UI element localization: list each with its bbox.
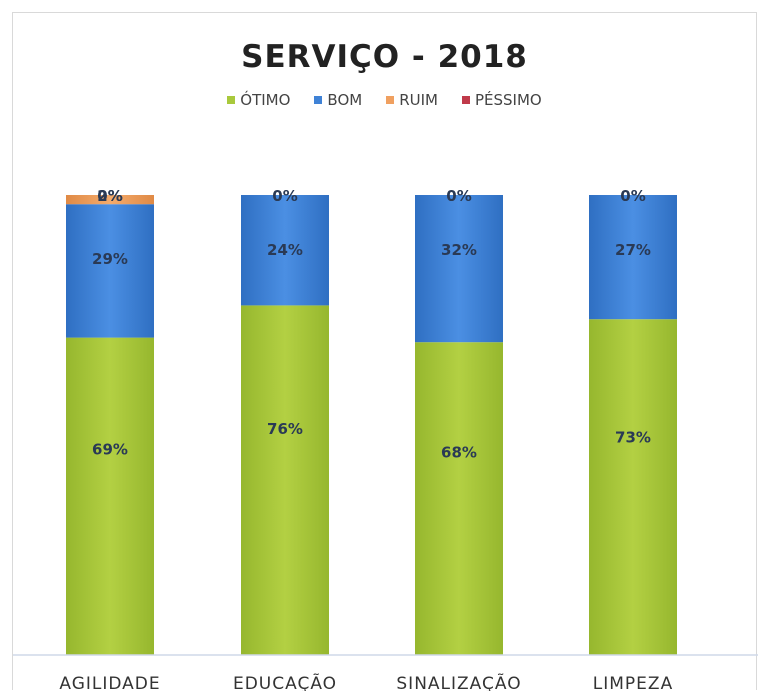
bar-bom-sinalizacao	[415, 195, 503, 343]
bar-bom-educacao	[241, 195, 329, 306]
legend-label-pessimo: PÉSSIMO	[474, 91, 542, 109]
legend-swatch-pessimo	[461, 96, 470, 104]
legend-swatch-ruim	[386, 96, 395, 104]
x-tick-label-agilidade: AGILIDADE	[59, 674, 160, 691]
legend-swatch-otimo	[227, 96, 236, 104]
bar-ruim-agilidade	[66, 195, 154, 205]
legend-item-pessimo: PÉSSIMO	[461, 91, 542, 109]
data-label-bom-educacao: 24%	[267, 241, 303, 259]
bar-otimo-limpeza	[589, 319, 677, 655]
legend-label-bom: BOM	[327, 91, 363, 109]
data-label-otimo-sinalizacao: 68%	[441, 444, 477, 462]
data-label-otimo-educacao: 76%	[267, 420, 303, 438]
data-label-bom-agilidade: 29%	[92, 250, 128, 268]
bar-otimo-sinalizacao	[415, 342, 503, 655]
bar-otimo-educacao	[241, 305, 329, 655]
data-label-bom-limpeza: 27%	[615, 241, 651, 259]
x-tick-label-limpeza: LIMPEZA	[593, 674, 673, 691]
bar-otimo-agilidade	[66, 337, 154, 655]
legend-label-otimo: ÓTIMO	[240, 91, 291, 109]
data-label-pessimo-educacao: 0%	[272, 187, 297, 205]
data-label-otimo-agilidade: 69%	[92, 441, 128, 459]
data-label-pessimo-agilidade: 0%	[97, 187, 122, 205]
legend-item-otimo: ÓTIMO	[227, 91, 290, 109]
data-labels-layer: 69%29%2%0%76%24%0%68%32%0%73%27%0%	[92, 187, 651, 462]
x-tick-labels: AGILIDADE EDUCAÇÃO SINALIZAÇÃO LIMPEZA	[59, 672, 673, 691]
legend-label-ruim: RUIM	[399, 91, 438, 109]
data-label-pessimo-limpeza: 0%	[620, 187, 645, 205]
data-label-bom-sinalizacao: 32%	[441, 241, 477, 259]
data-label-pessimo-sinalizacao: 0%	[446, 187, 471, 205]
legend-item-bom: BOM	[314, 91, 362, 109]
chart-plot: 69%29%2%0%76%24%0%68%32%0%73%27%0% AGILI…	[13, 187, 758, 691]
bar-bom-agilidade	[66, 204, 154, 338]
chart-title: SERVIÇO - 2018	[241, 39, 528, 75]
x-tick-label-educacao: EDUCAÇÃO	[233, 672, 337, 691]
data-label-ruim-agilidade: 2%	[97, 187, 122, 205]
chart-frame: SERVIÇO - 2018 ÓTIMO BOM RUIM PÉSSIMO	[12, 12, 758, 691]
legend-swatch-bom	[314, 96, 323, 104]
data-label-otimo-limpeza: 73%	[615, 429, 651, 447]
x-tick-label-sinalizacao: SINALIZAÇÃO	[396, 672, 521, 691]
bar-bom-limpeza	[589, 195, 677, 320]
legend-item-ruim: RUIM	[386, 91, 438, 109]
chart-legend: ÓTIMO BOM RUIM PÉSSIMO	[13, 91, 756, 109]
bars-layer	[66, 195, 677, 655]
